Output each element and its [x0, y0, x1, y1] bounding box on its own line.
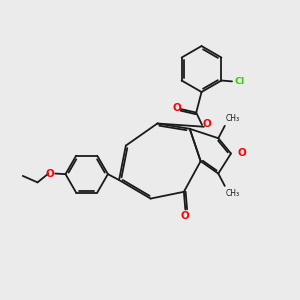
- Text: O: O: [181, 211, 190, 221]
- Text: CH₃: CH₃: [226, 189, 240, 198]
- Text: CH₃: CH₃: [226, 114, 240, 123]
- Text: O: O: [238, 148, 246, 158]
- Text: O: O: [203, 119, 212, 129]
- Text: O: O: [46, 169, 55, 178]
- Text: Cl: Cl: [235, 77, 245, 86]
- Text: O: O: [172, 103, 181, 113]
